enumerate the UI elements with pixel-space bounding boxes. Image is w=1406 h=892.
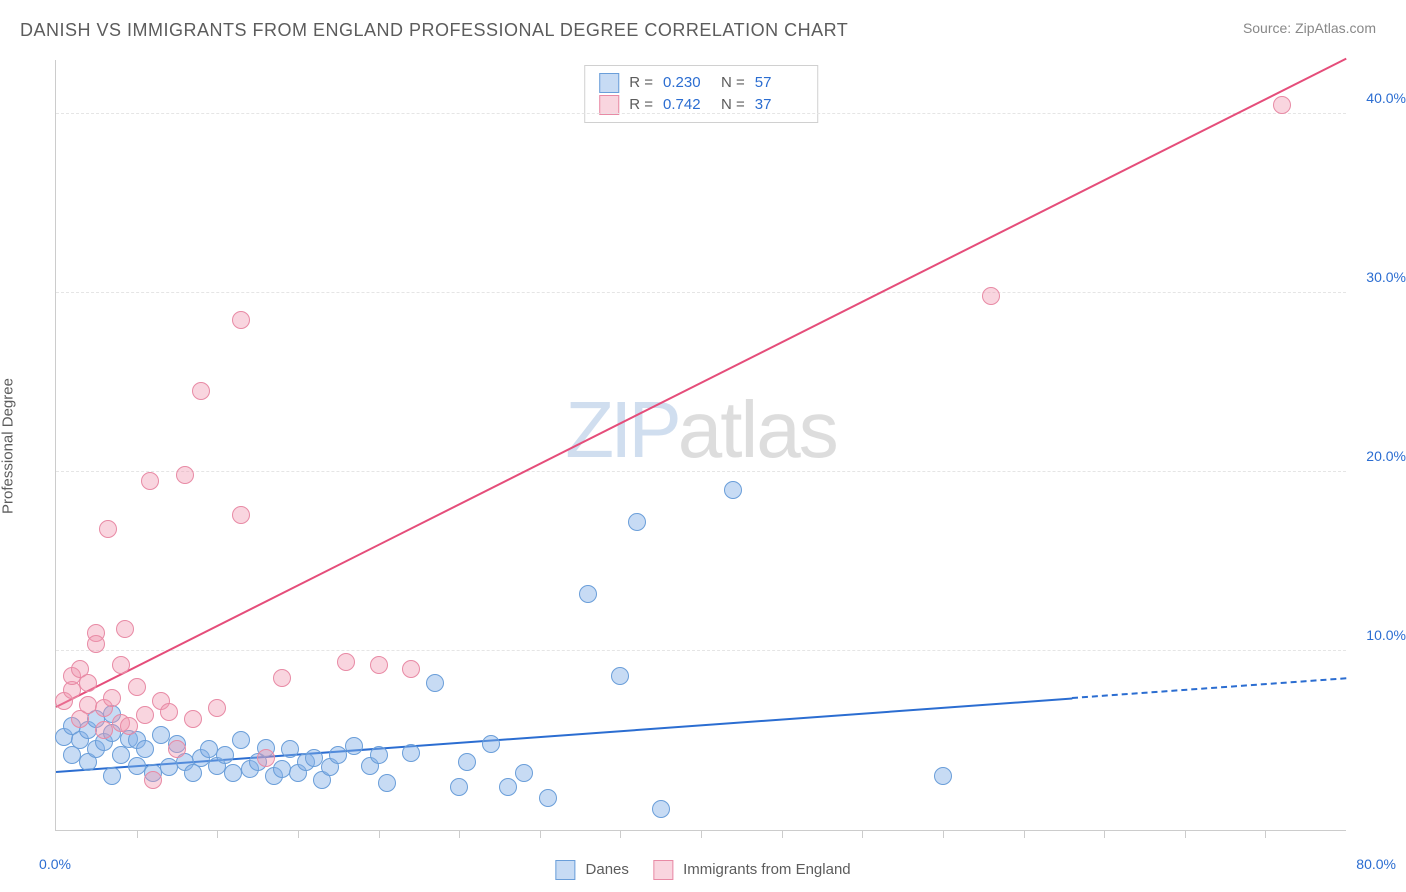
data-point xyxy=(120,717,138,735)
swatch-danes xyxy=(555,860,575,880)
data-point xyxy=(144,771,162,789)
trend-line xyxy=(56,58,1347,708)
data-point xyxy=(611,667,629,685)
swatch-immigrants xyxy=(653,860,673,880)
data-point xyxy=(515,764,533,782)
legend-item-danes: Danes xyxy=(555,860,629,880)
data-point xyxy=(79,674,97,692)
x-tick xyxy=(1104,830,1105,838)
n-label: N = xyxy=(721,72,745,94)
data-point xyxy=(136,740,154,758)
data-point xyxy=(128,678,146,696)
data-point xyxy=(208,699,226,717)
data-point xyxy=(112,656,130,674)
grid-line xyxy=(56,471,1346,472)
data-point xyxy=(458,753,476,771)
data-point xyxy=(370,746,388,764)
data-point xyxy=(141,472,159,490)
legend-series: Danes Immigrants from England xyxy=(555,860,850,880)
legend-item-immigrants: Immigrants from England xyxy=(653,860,851,880)
watermark-zip: ZIP xyxy=(565,385,677,474)
grid-line xyxy=(56,650,1346,651)
watermark-atlas: atlas xyxy=(678,385,837,474)
legend-label-danes: Danes xyxy=(586,861,629,878)
data-point xyxy=(99,520,117,538)
data-point xyxy=(982,287,1000,305)
r-label: R = xyxy=(629,72,653,94)
x-tick xyxy=(862,830,863,838)
data-point xyxy=(378,774,396,792)
x-tick xyxy=(943,830,944,838)
x-tick xyxy=(782,830,783,838)
data-point xyxy=(273,760,291,778)
data-point xyxy=(652,800,670,818)
data-point xyxy=(192,382,210,400)
data-point xyxy=(184,710,202,728)
n-value-danes: 57 xyxy=(755,72,803,94)
data-point xyxy=(499,778,517,796)
x-tick xyxy=(620,830,621,838)
legend-label-immigrants: Immigrants from England xyxy=(683,861,851,878)
y-tick-label: 40.0% xyxy=(1366,90,1406,106)
data-point xyxy=(579,585,597,603)
x-axis-min-label: 0.0% xyxy=(39,856,71,872)
data-point xyxy=(370,656,388,674)
data-point xyxy=(934,767,952,785)
data-point xyxy=(168,740,186,758)
plot-area: ZIPatlas R = 0.230 N = 57 R = 0.742 N = … xyxy=(55,60,1346,831)
data-point xyxy=(216,746,234,764)
chart-title: DANISH VS IMMIGRANTS FROM ENGLAND PROFES… xyxy=(20,20,848,41)
data-point xyxy=(103,767,121,785)
data-point xyxy=(628,513,646,531)
trend-line-extension xyxy=(1072,678,1346,700)
grid-line xyxy=(56,292,1346,293)
data-point xyxy=(232,311,250,329)
data-point xyxy=(724,481,742,499)
grid-line xyxy=(56,113,1346,114)
x-tick xyxy=(298,830,299,838)
x-tick xyxy=(217,830,218,838)
data-point xyxy=(482,735,500,753)
data-point xyxy=(539,789,557,807)
swatch-danes xyxy=(599,73,619,93)
data-point xyxy=(232,506,250,524)
data-point xyxy=(116,620,134,638)
source-text: Source: ZipAtlas.com xyxy=(1243,20,1376,36)
x-tick xyxy=(137,830,138,838)
r-value-danes: 0.230 xyxy=(663,72,711,94)
data-point xyxy=(402,660,420,678)
data-point xyxy=(87,635,105,653)
data-point xyxy=(329,746,347,764)
data-point xyxy=(450,778,468,796)
data-point xyxy=(345,737,363,755)
y-axis-label: Professional Degree xyxy=(0,378,17,514)
y-tick-label: 30.0% xyxy=(1366,269,1406,285)
x-tick xyxy=(379,830,380,838)
data-point xyxy=(136,706,154,724)
x-tick xyxy=(1265,830,1266,838)
data-point xyxy=(232,731,250,749)
data-point xyxy=(281,740,299,758)
y-tick-label: 20.0% xyxy=(1366,448,1406,464)
x-axis-max-label: 80.0% xyxy=(1356,856,1396,872)
data-point xyxy=(273,669,291,687)
data-point xyxy=(112,746,130,764)
x-tick xyxy=(701,830,702,838)
data-point xyxy=(79,696,97,714)
x-tick xyxy=(459,830,460,838)
data-point xyxy=(337,653,355,671)
data-point xyxy=(257,749,275,767)
x-tick xyxy=(540,830,541,838)
x-tick xyxy=(1185,830,1186,838)
legend-stats: R = 0.230 N = 57 R = 0.742 N = 37 xyxy=(584,65,818,123)
y-tick-label: 10.0% xyxy=(1366,627,1406,643)
x-tick xyxy=(1024,830,1025,838)
data-point xyxy=(1273,96,1291,114)
data-point xyxy=(426,674,444,692)
data-point xyxy=(103,689,121,707)
legend-stats-row: R = 0.230 N = 57 xyxy=(599,72,803,94)
data-point xyxy=(402,744,420,762)
data-point xyxy=(176,466,194,484)
data-point xyxy=(160,703,178,721)
